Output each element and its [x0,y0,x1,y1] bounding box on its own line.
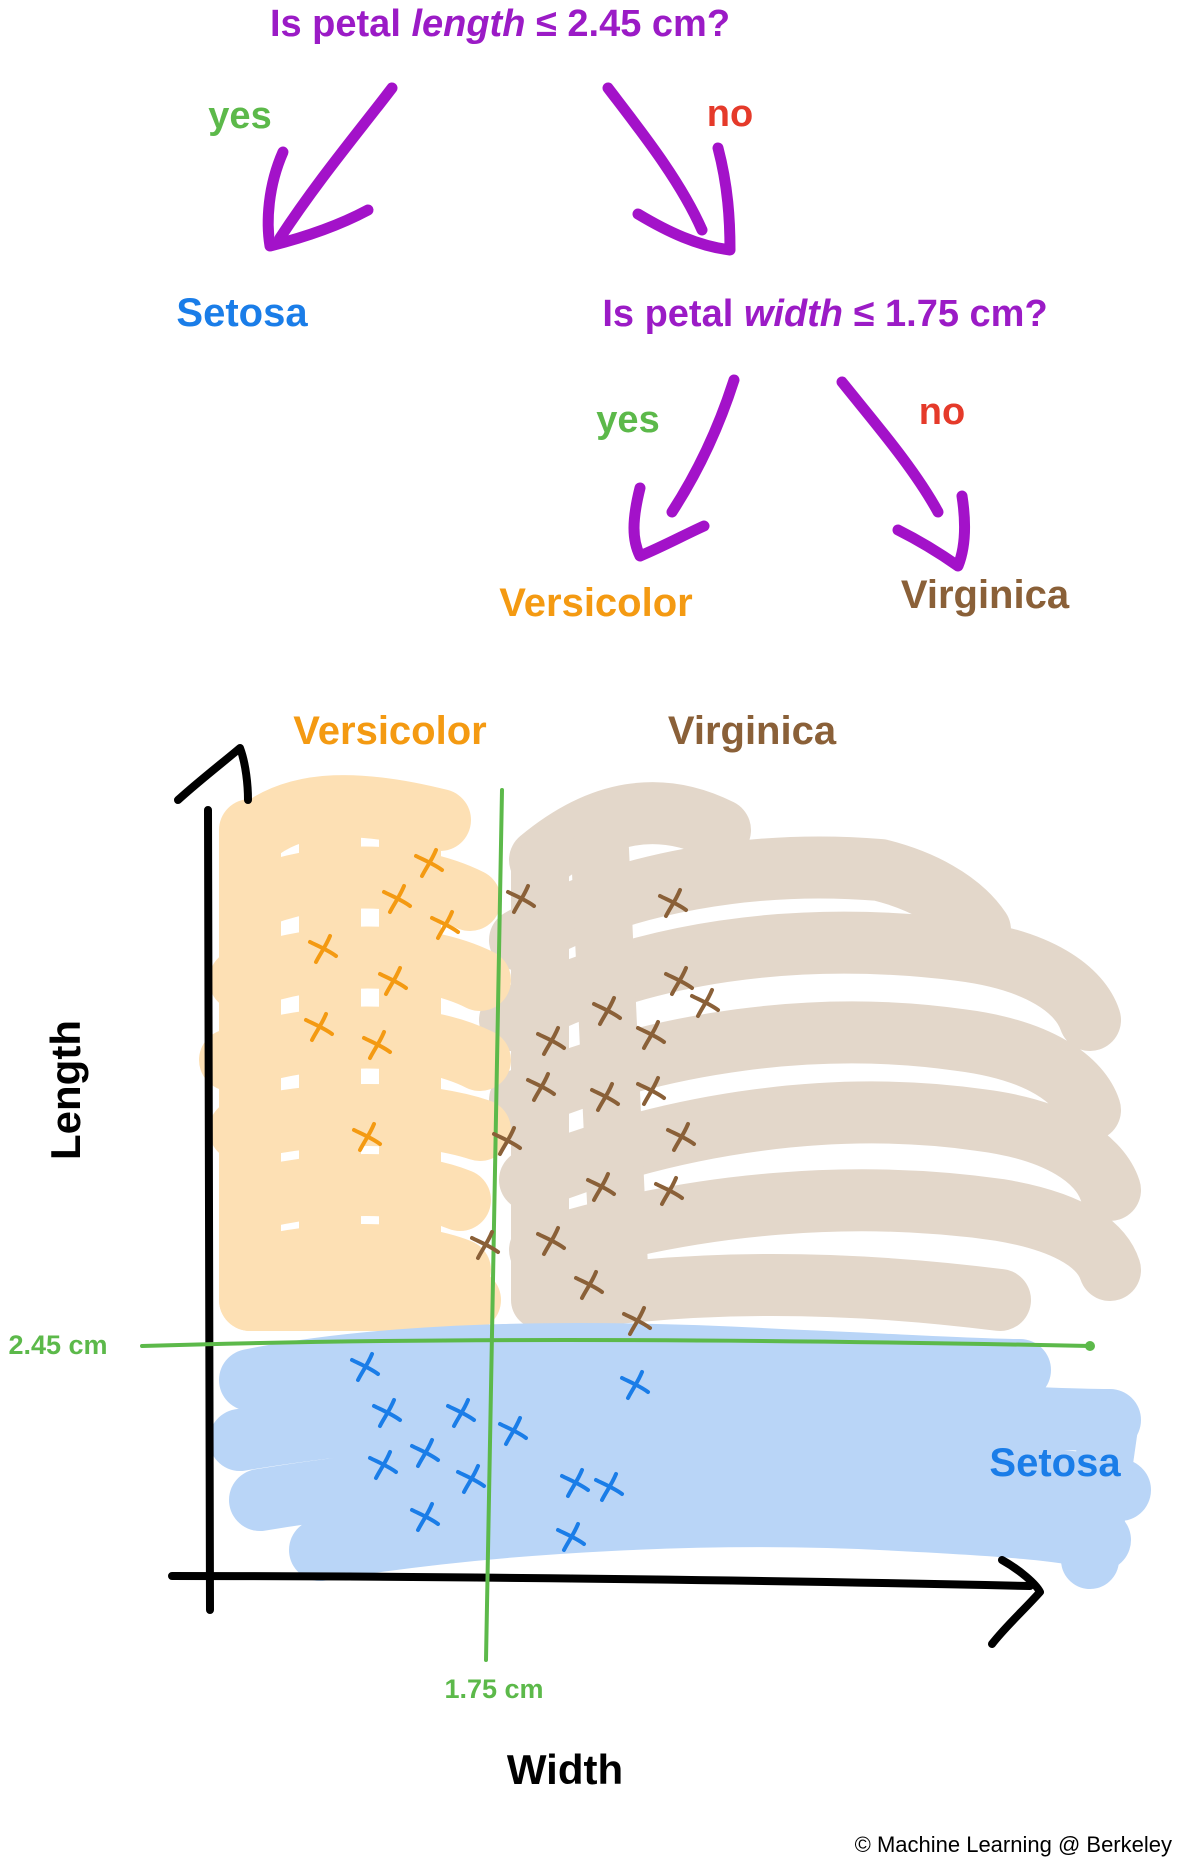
data-point-mark [498,1416,528,1446]
root-question-suffix: ≤ 2.45 cm? [525,3,730,45]
y-axis-title: Length [42,1020,89,1160]
data-point-mark [590,1082,620,1112]
root-yes-label: yes [208,95,271,137]
versicolor-points [304,848,460,1152]
data-point-mark [592,996,622,1026]
data-point-mark [654,1176,684,1206]
data-point-mark [574,1270,604,1300]
virginica-region [479,782,1141,1331]
data-point-mark [456,1464,486,1494]
data-point-mark [506,884,536,914]
data-point-mark [350,1352,380,1382]
data-point-mark [382,884,412,914]
root-question: Is petal length ≤ 2.45 cm? [270,3,730,45]
data-point-mark [560,1468,590,1498]
setosa-region-label: Setosa [989,1441,1121,1485]
data-point-mark [690,988,720,1018]
data-point-mark [414,848,444,878]
data-point-mark [362,1030,392,1060]
data-point-mark [586,1172,616,1202]
data-point-mark [308,934,338,964]
setosa-points [350,1352,650,1552]
copyright: © Machine Learning @ Berkeley [855,1832,1172,1857]
data-point-mark [470,1230,500,1260]
length-threshold-line-end [1085,1341,1095,1351]
root-yes-leaf: Setosa [176,291,308,335]
data-point-mark [410,1438,440,1468]
data-point-mark [622,1306,652,1336]
second-no-leaf: Virginica [901,573,1070,617]
second-no-label: no [919,391,965,433]
width-threshold-line [484,788,504,1662]
data-point-mark [536,1026,566,1056]
second-yes-arrow [628,374,740,562]
data-point-mark [304,1012,334,1042]
data-point-mark [666,1122,696,1152]
second-question: Is petal width ≤ 1.75 cm? [602,293,1047,335]
data-point-mark [658,888,688,918]
data-point-mark [378,966,408,996]
versicolor-region-label: Versicolor [293,709,486,753]
second-question-suffix: ≤ 1.75 cm? [843,293,1048,335]
data-point-mark [368,1450,398,1480]
virginica-region-label: Virginica [668,709,837,753]
second-no-arrow [836,376,971,572]
data-point-mark [526,1072,556,1102]
data-point-mark [594,1472,624,1502]
y-axis [174,744,252,1614]
length-threshold-label: 2.45 cm [8,1330,107,1360]
x-axis-title: Width [507,1746,623,1793]
data-point-mark [410,1502,440,1532]
data-point-mark [352,1122,382,1152]
data-point-mark [492,1126,522,1156]
data-point-mark [636,1076,666,1106]
root-question-prefix: Is petal [270,3,412,45]
length-threshold-line [140,1338,1092,1348]
data-point-mark [446,1398,476,1428]
data-point-mark [430,910,460,940]
second-yes-leaf: Versicolor [499,581,692,625]
data-point-mark [556,1522,586,1552]
root-no-arrow [602,82,736,256]
root-no-label: no [707,93,753,135]
setosa-region [209,1323,1151,1589]
data-point-mark [664,966,694,996]
width-threshold-label: 1.75 cm [444,1674,543,1704]
versicolor-region [199,775,511,1331]
root-question-feature: length [411,3,525,45]
second-yes-label: yes [596,399,659,441]
x-axis [168,1556,1044,1648]
second-question-prefix: Is petal [602,293,744,335]
data-point-mark [620,1370,650,1400]
root-yes-arrow [262,82,398,252]
data-point-mark [372,1398,402,1428]
second-question-feature: width [744,293,843,335]
data-point-mark [636,1020,666,1050]
data-point-mark [536,1226,566,1256]
virginica-points [470,884,720,1336]
